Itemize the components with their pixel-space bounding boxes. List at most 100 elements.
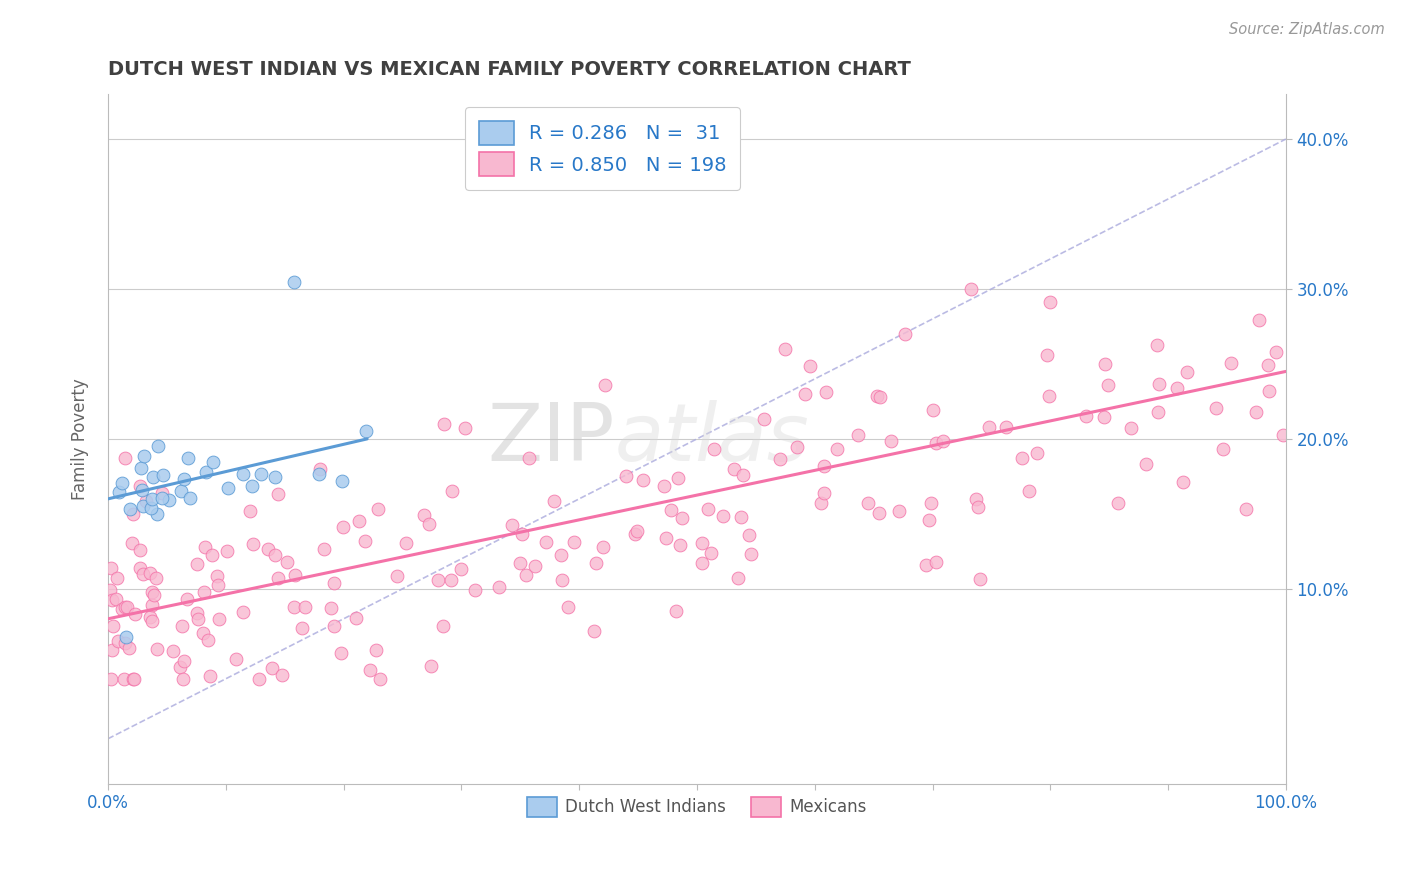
Point <box>813 458 835 473</box>
Point <box>215 543 238 558</box>
Point <box>172 619 194 633</box>
Point <box>193 625 215 640</box>
Point <box>232 605 254 619</box>
Text: DUTCH WEST INDIAN VS MEXICAN FAMILY POVERTY CORRELATION CHART: DUTCH WEST INDIAN VS MEXICAN FAMILY POVE… <box>108 60 911 78</box>
Point <box>283 275 305 289</box>
Point <box>239 503 262 517</box>
Point <box>131 461 153 475</box>
Point <box>815 384 838 399</box>
Point <box>1094 358 1116 372</box>
Point <box>132 499 155 513</box>
Point <box>1025 445 1047 459</box>
Point <box>740 547 762 561</box>
Point <box>659 503 682 517</box>
Point <box>922 402 945 417</box>
Point <box>387 569 409 583</box>
Point <box>1272 428 1295 442</box>
Point <box>1265 345 1288 359</box>
Point <box>551 573 574 587</box>
Point <box>1166 381 1188 395</box>
Point <box>195 465 218 479</box>
Point <box>1175 365 1198 379</box>
Point <box>100 672 122 686</box>
Point <box>412 508 434 522</box>
Point <box>179 491 201 506</box>
Y-axis label: Family Poverty: Family Poverty <box>72 378 89 500</box>
Point <box>115 599 138 614</box>
Point <box>799 359 821 373</box>
Point <box>283 600 305 615</box>
Point <box>370 672 392 686</box>
Point <box>193 584 215 599</box>
Point <box>668 537 690 551</box>
Point <box>894 327 917 342</box>
Point <box>810 496 832 510</box>
Point <box>201 548 224 562</box>
Point <box>918 513 941 527</box>
Point <box>887 504 910 518</box>
Point <box>332 520 354 534</box>
Point <box>364 643 387 657</box>
Point <box>101 619 124 633</box>
Point <box>194 541 217 555</box>
Point <box>517 451 540 466</box>
Point <box>418 516 440 531</box>
Point <box>1097 378 1119 392</box>
Point <box>115 630 138 644</box>
Point <box>593 377 616 392</box>
Point <box>543 494 565 508</box>
Point <box>138 566 160 581</box>
Point <box>880 434 903 448</box>
Point <box>105 591 128 606</box>
Legend: Dutch West Indians, Mexicans: Dutch West Indians, Mexicans <box>520 790 873 823</box>
Point <box>1247 313 1270 327</box>
Point <box>967 500 990 514</box>
Point <box>294 599 316 614</box>
Point <box>825 442 848 456</box>
Point <box>284 568 307 582</box>
Point <box>264 470 287 484</box>
Point <box>264 549 287 563</box>
Point <box>240 479 263 493</box>
Point <box>654 478 676 492</box>
Point <box>122 672 145 686</box>
Point <box>205 569 228 583</box>
Point <box>145 571 167 585</box>
Point <box>454 421 477 435</box>
Point <box>201 455 224 469</box>
Point <box>367 502 389 516</box>
Point <box>925 555 948 569</box>
Point <box>207 578 229 592</box>
Point <box>319 600 342 615</box>
Point <box>217 481 239 495</box>
Point <box>690 557 713 571</box>
Point <box>330 646 353 660</box>
Point <box>1092 410 1115 425</box>
Point <box>925 436 948 450</box>
Point <box>141 614 163 628</box>
Point <box>291 621 314 635</box>
Point <box>733 468 755 483</box>
Point <box>353 534 375 549</box>
Point <box>394 535 416 549</box>
Point <box>152 468 174 483</box>
Point <box>1011 450 1033 465</box>
Point <box>1147 377 1170 392</box>
Point <box>557 599 579 614</box>
Point <box>267 487 290 501</box>
Point <box>711 508 734 523</box>
Point <box>464 582 486 597</box>
Point <box>114 636 136 650</box>
Point <box>330 475 353 489</box>
Point <box>738 528 761 542</box>
Point <box>322 575 344 590</box>
Point <box>100 592 122 607</box>
Point <box>276 555 298 569</box>
Point <box>1257 384 1279 399</box>
Point <box>509 557 531 571</box>
Point <box>143 589 166 603</box>
Point <box>112 672 135 686</box>
Point <box>134 449 156 463</box>
Point <box>172 672 194 686</box>
Point <box>846 428 869 442</box>
